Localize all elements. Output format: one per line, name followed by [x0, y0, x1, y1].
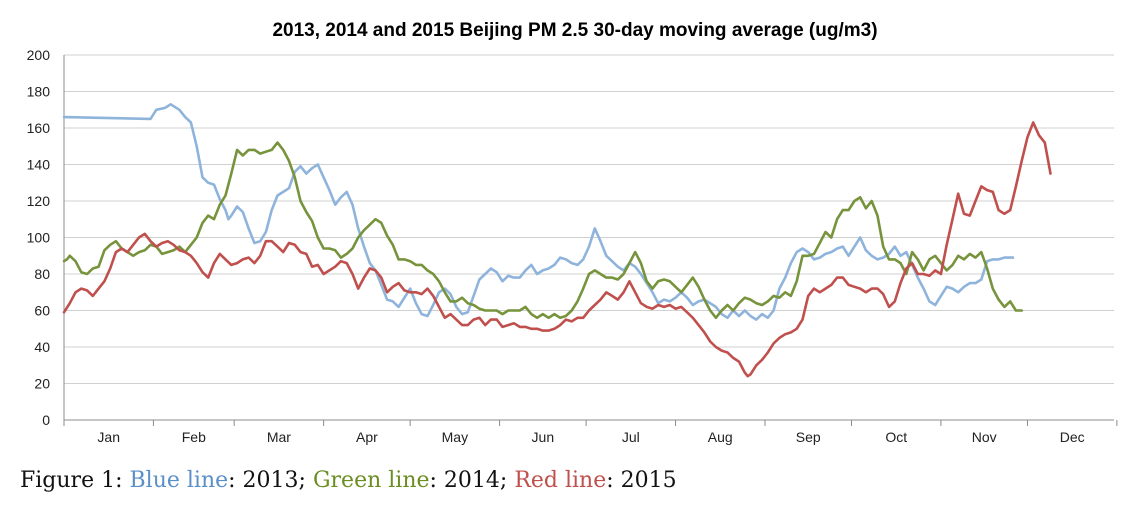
x-tick-label: Dec — [1060, 429, 1085, 445]
x-tick-label: Aug — [708, 429, 733, 445]
series-line-2013 — [62, 103, 1015, 321]
x-tick-label: Jun — [532, 429, 555, 445]
x-tick-label: Oct — [885, 429, 907, 445]
y-tick-label: 140 — [27, 157, 51, 173]
caption-blue-line: Blue line — [129, 468, 229, 493]
caption-red-line: Red line — [514, 468, 607, 493]
x-tick-label: May — [442, 429, 468, 445]
x-axis: Jan Feb Mar Apr May Jun Jul Aug Sep Oct Nov Dec — [63, 419, 1118, 445]
caption-green-line: Green line — [312, 468, 430, 493]
caption-prefix: Figure 1: — [20, 468, 130, 493]
caption-2013: : 2013; — [228, 468, 313, 493]
caption-2014: : 2014; — [429, 468, 515, 493]
x-tick-label: Nov — [972, 429, 997, 445]
x-tick-label: Jul — [622, 429, 640, 445]
x-tick-label: Jan — [97, 429, 120, 445]
gridlines — [64, 54, 1114, 421]
pm25-line-chart: 2013, 2014 and 2015 Beijing PM 2.5 30-da… — [27, 20, 1118, 445]
y-tick-label: 120 — [27, 193, 51, 209]
y-tick-label: 40 — [34, 339, 50, 355]
x-tick-label: Feb — [182, 429, 206, 445]
series-line-2014 — [62, 141, 1023, 320]
x-tick-label: Mar — [267, 429, 291, 445]
y-tick-label: 200 — [27, 47, 51, 63]
caption-2015: : 2015 — [606, 468, 677, 493]
y-tick-label: 160 — [27, 120, 51, 136]
y-tick-label: 80 — [34, 266, 50, 282]
y-tick-label: 60 — [34, 303, 50, 319]
x-tick-label: Sep — [796, 429, 821, 445]
series-lines — [62, 103, 1052, 378]
chart-title: 2013, 2014 and 2015 Beijing PM 2.5 30-da… — [272, 20, 877, 41]
figure-caption: Figure 1: Blue line: 2013; Green line: 2… — [20, 468, 677, 493]
y-axis: 0 20 40 60 80 100 120 140 160 180 200 — [27, 47, 65, 428]
y-tick-label: 100 — [27, 230, 51, 246]
series-line-2015 — [62, 121, 1052, 378]
y-tick-label: 180 — [27, 84, 51, 100]
y-tick-label: 20 — [34, 376, 50, 392]
y-tick-label: 0 — [42, 412, 50, 428]
x-tick-label: Apr — [356, 429, 378, 445]
